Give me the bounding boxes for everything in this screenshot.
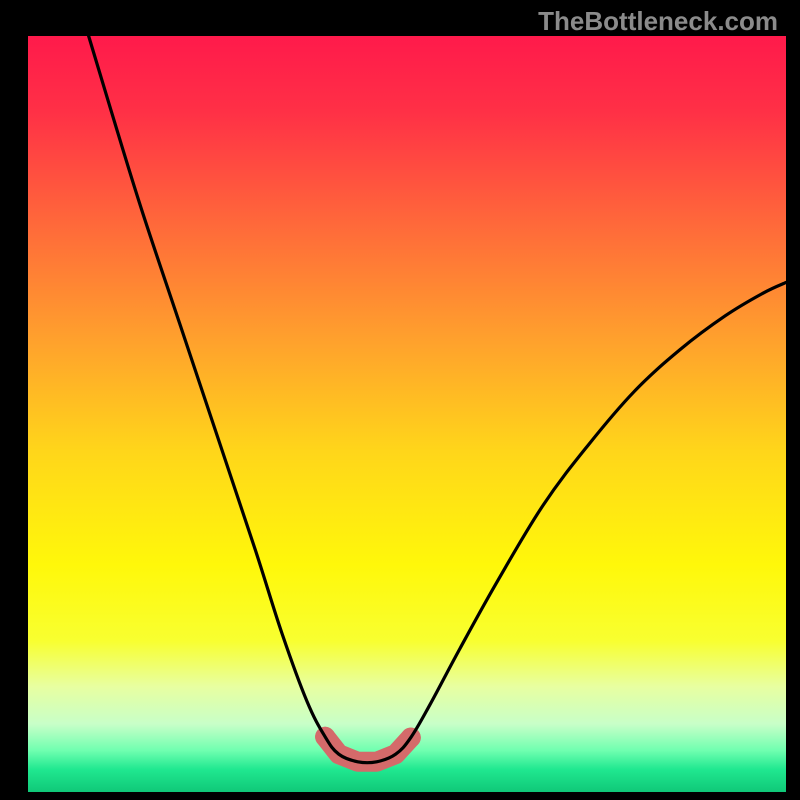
bottleneck-chart [0, 0, 800, 800]
frame-left [0, 0, 28, 800]
frame-right [786, 0, 800, 800]
frame-bottom [0, 792, 800, 800]
watermark-text: TheBottleneck.com [538, 6, 778, 37]
gradient-background [28, 36, 786, 792]
